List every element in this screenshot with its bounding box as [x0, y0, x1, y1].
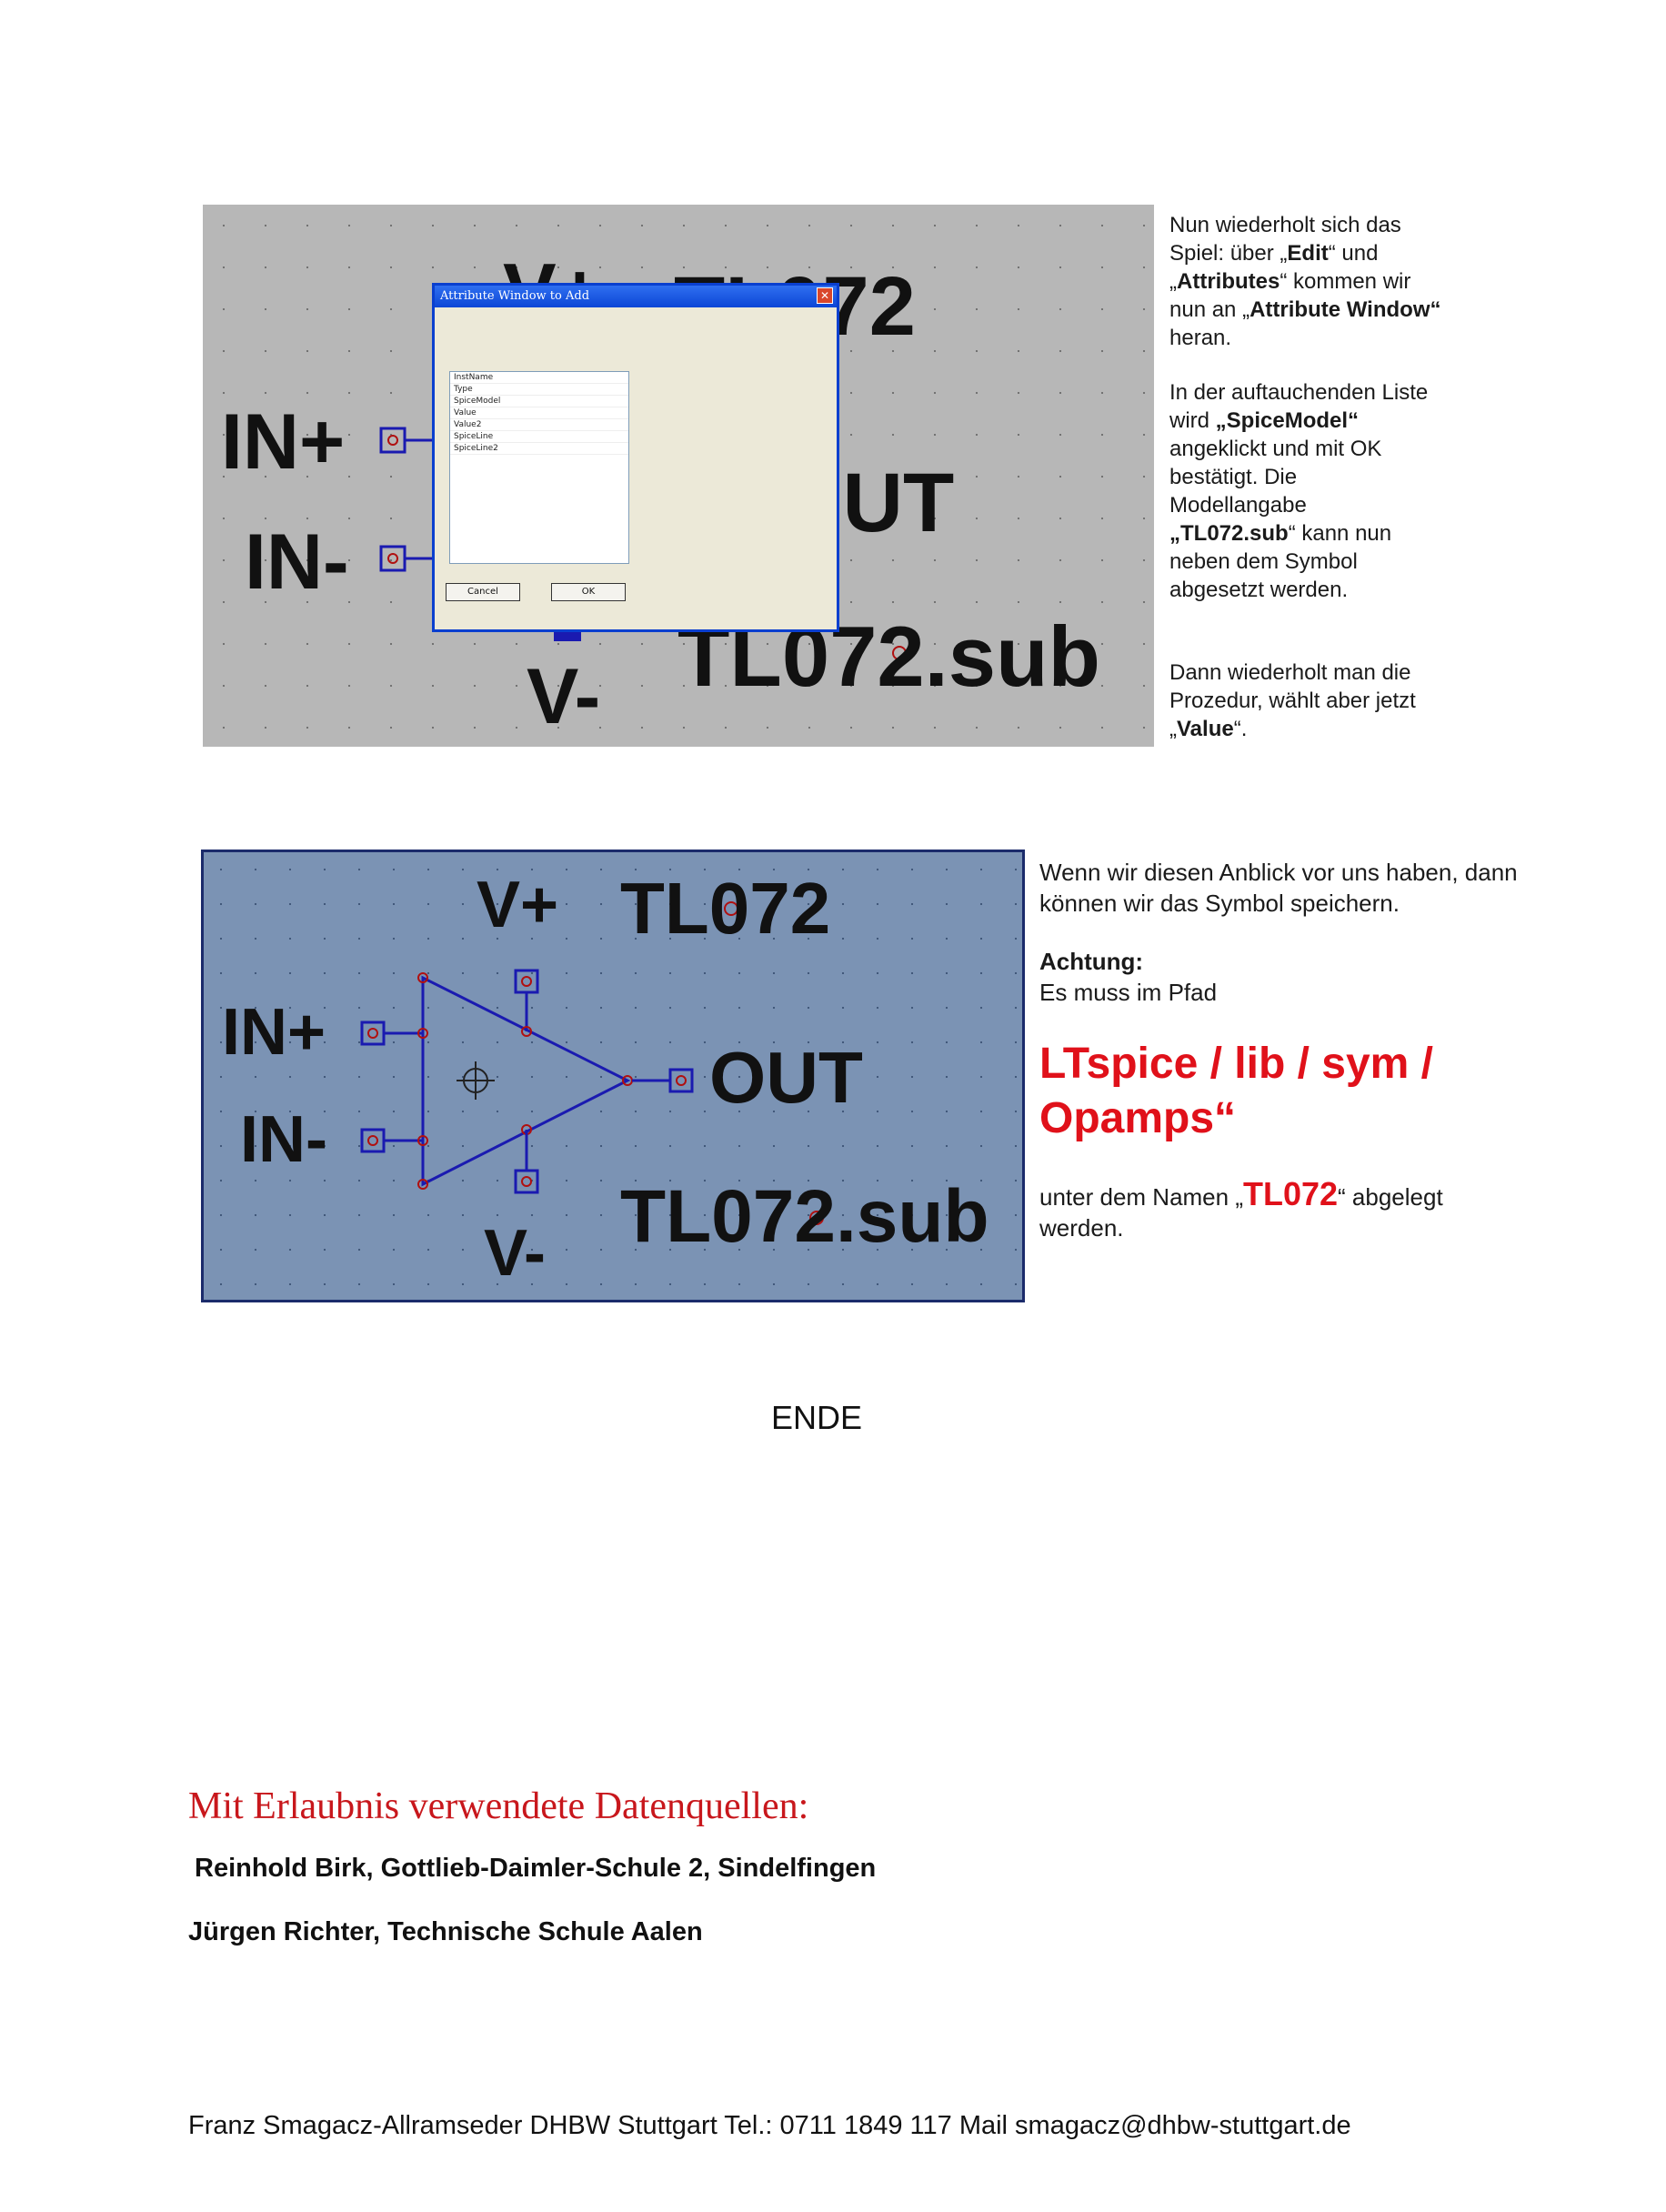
dialog-title-bar[interactable]: Attribute Window to Add ✕ [435, 286, 837, 307]
list-item[interactable]: SpiceModel [450, 396, 628, 407]
attribute-window-dialog: Attribute Window to Add ✕ InstName Type … [432, 283, 839, 632]
attribute-list[interactable]: InstName Type SpiceModel Value Value2 Sp… [449, 371, 629, 564]
pin-dot-in-minus [387, 553, 398, 564]
label-in-plus: IN+ [221, 398, 346, 486]
end-marker: ENDE [771, 1399, 863, 1436]
page-footer: Franz Smagacz-Allramseder DHBW Stuttgart… [188, 2111, 1351, 2140]
dialog-title: Attribute Window to Add [440, 289, 590, 303]
credits-title: Mit Erlaubnis verwendete Datenquellen: [188, 1785, 809, 1827]
close-icon[interactable]: ✕ [817, 287, 833, 304]
ok-button[interactable]: OK [551, 583, 626, 601]
list-item[interactable]: SpiceLine [450, 431, 628, 443]
paragraph-value: Dann wiederholt man die Prozedur, wählt … [1169, 660, 1416, 741]
label-out: OUT [709, 1037, 863, 1118]
list-item[interactable]: Type [450, 384, 628, 396]
paragraph-save: Wenn wir diesen Anblick vor uns haben, d… [1039, 859, 1518, 917]
credit-line: Reinhold Birk, Gottlieb-Daimler-Schule 2… [195, 1854, 877, 1883]
pin-dot-in-plus [387, 435, 398, 446]
credit-line: Jürgen Richter, Technische Schule Aalen [188, 1917, 703, 1946]
list-item[interactable]: Value [450, 407, 628, 419]
list-item[interactable]: SpiceLine2 [450, 443, 628, 455]
label-in-plus: IN+ [222, 996, 326, 1069]
label-in-minus: IN- [245, 518, 349, 606]
opamp-symbol-2 [360, 901, 824, 1225]
label-vminus: V- [484, 1217, 547, 1290]
paragraph-edit-attributes: Nun wiederholt sich das Spiel: über „Edi… [1169, 213, 1441, 350]
paragraph-filename: unter dem Namen „TL072“ abgelegt werden. [1039, 1175, 1443, 1242]
list-item[interactable]: InstName [450, 372, 628, 384]
paragraph-path: Es muss im Pfad [1039, 979, 1218, 1006]
pin-box-in-minus [379, 545, 406, 572]
achtung-heading: Achtung: [1039, 948, 1144, 975]
label-model: TL072 [620, 868, 831, 949]
ltspice-screenshot-attribute-window: V+ TL072 IN+ IN- OUT TL072.sub V- Attrib… [203, 205, 1154, 747]
schematic-grid [204, 852, 1022, 1300]
library-path: LTspice / lib / sym / Opamps“ [1039, 1040, 1434, 1142]
label-vminus: V- [527, 653, 601, 740]
paragraph-spicemodel: In der auftauchenden Liste wird „SpiceMo… [1169, 380, 1429, 602]
ltspice-screenshot-symbol: V+ TL072 IN+ IN- OUT TL072.sub V- [201, 850, 1025, 1302]
cancel-button[interactable]: Cancel [446, 583, 520, 601]
label-in-minus: IN- [240, 1103, 327, 1176]
pin-box-in-plus [379, 427, 406, 454]
list-item[interactable]: Value2 [450, 419, 628, 431]
label-vplus: V+ [477, 869, 559, 941]
label-sub: TL072.sub [620, 1175, 989, 1258]
